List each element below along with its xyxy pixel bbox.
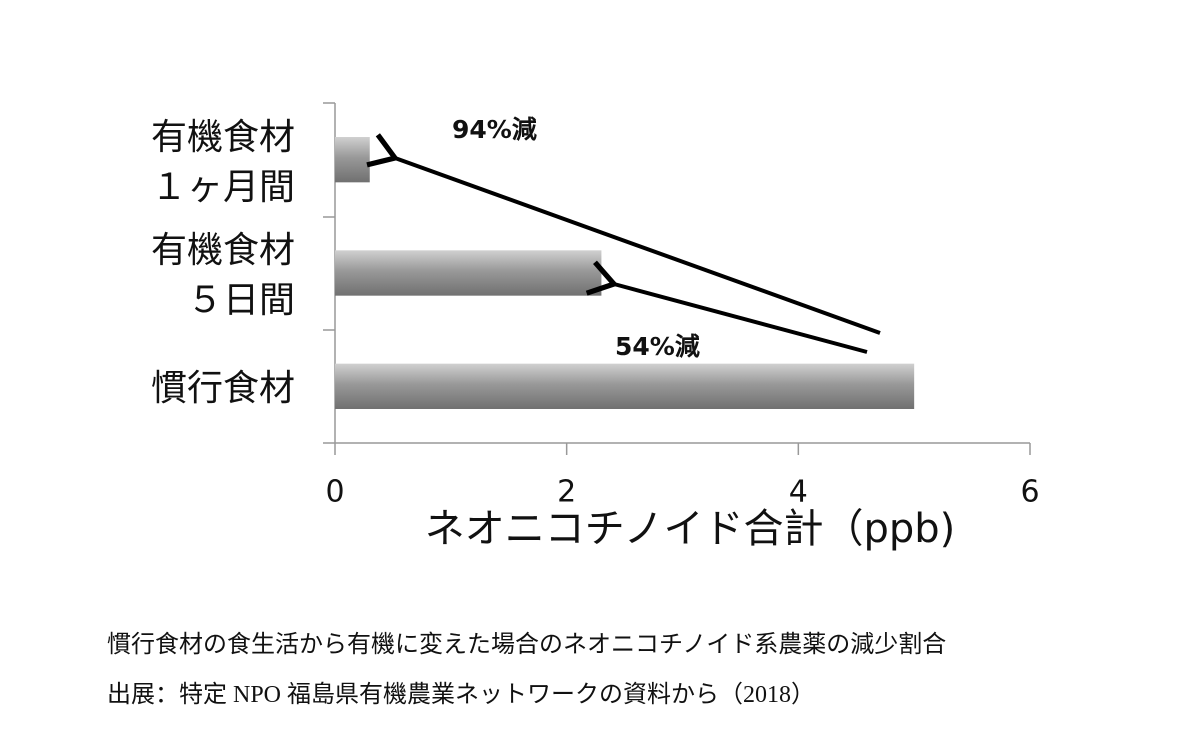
y-tick-label: 有機食材 ５日間: [150, 230, 295, 320]
caption: 出展：特定 NPO 福島県有機農業ネットワークの資料から（2018）: [107, 682, 816, 708]
bar: [335, 363, 915, 409]
x-tick-label: 0: [325, 475, 344, 510]
arrow: [585, 260, 868, 354]
x-tick-label: 2: [557, 475, 576, 510]
bar: [335, 250, 602, 296]
y-tick-label: 有機食材 １ヶ月間: [150, 116, 295, 207]
annotation: 94%減: [452, 115, 537, 144]
caption: 慣行食材の食生活から有機に変えた場合のネオニコチノイド系農薬の減少割合: [107, 632, 947, 658]
x-axis-label: ネオニコチノイド合計（ppb): [425, 506, 956, 552]
annotation: 54%減: [615, 332, 700, 361]
x-tick-label: 6: [1020, 475, 1039, 510]
bar: [335, 137, 370, 183]
y-tick-label: 慣行食材: [150, 368, 295, 409]
arrow: [366, 133, 881, 335]
bars: [335, 137, 915, 409]
x-tick-label: 4: [789, 475, 808, 510]
